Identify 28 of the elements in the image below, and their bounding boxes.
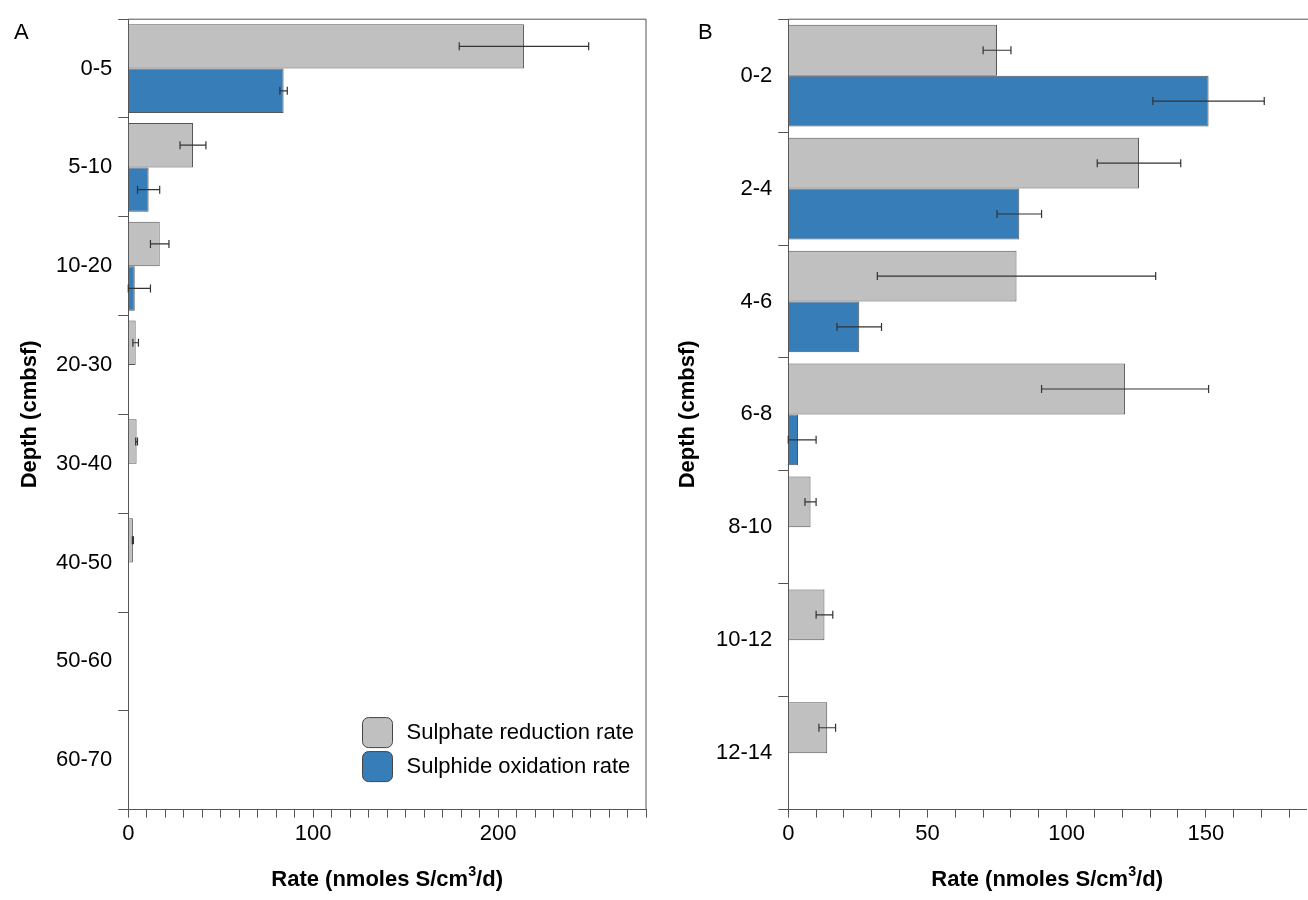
chart-title: A	[14, 19, 29, 45]
x-tick-label: 100	[1048, 819, 1085, 845]
x-tick-label: 150	[1187, 819, 1225, 845]
y-tick-label: 5-10	[68, 153, 113, 179]
y-tick-label: 8-10	[728, 513, 773, 539]
x-tick-label: 100	[294, 819, 332, 845]
y-tick-label: 40-50	[55, 548, 113, 574]
legend-label: Sulphate reduction rate	[406, 718, 635, 744]
y-tick-label: 60-70	[55, 746, 113, 772]
y-tick-label: 6-8	[740, 400, 773, 426]
y-tick-label: 12-14	[715, 739, 773, 765]
y-tick-label: 0-2	[740, 61, 773, 87]
chart-title: B	[698, 19, 713, 45]
y-axis-title: Depth (cmbsf)	[16, 340, 42, 489]
x-tick-label: 50	[915, 819, 940, 845]
y-tick-label: 50-60	[55, 647, 113, 673]
y-tick-label: 20-30	[55, 351, 113, 377]
y-tick-label: 2-4	[740, 174, 773, 200]
y-tick-label: 30-40	[55, 449, 113, 475]
x-tick-label: 0	[122, 819, 135, 845]
x-tick-label: 200	[479, 819, 517, 845]
x-tick-label: 0	[782, 819, 795, 845]
y-axis-title: Depth (cmbsf)	[674, 340, 700, 489]
y-tick-label: 0-5	[80, 54, 113, 80]
y-tick-label: 4-6	[740, 287, 773, 313]
legend-label: Sulphide oxidation rate	[406, 752, 631, 778]
y-tick-label: 10-20	[55, 252, 113, 278]
y-tick-label: 10-12	[715, 626, 773, 652]
